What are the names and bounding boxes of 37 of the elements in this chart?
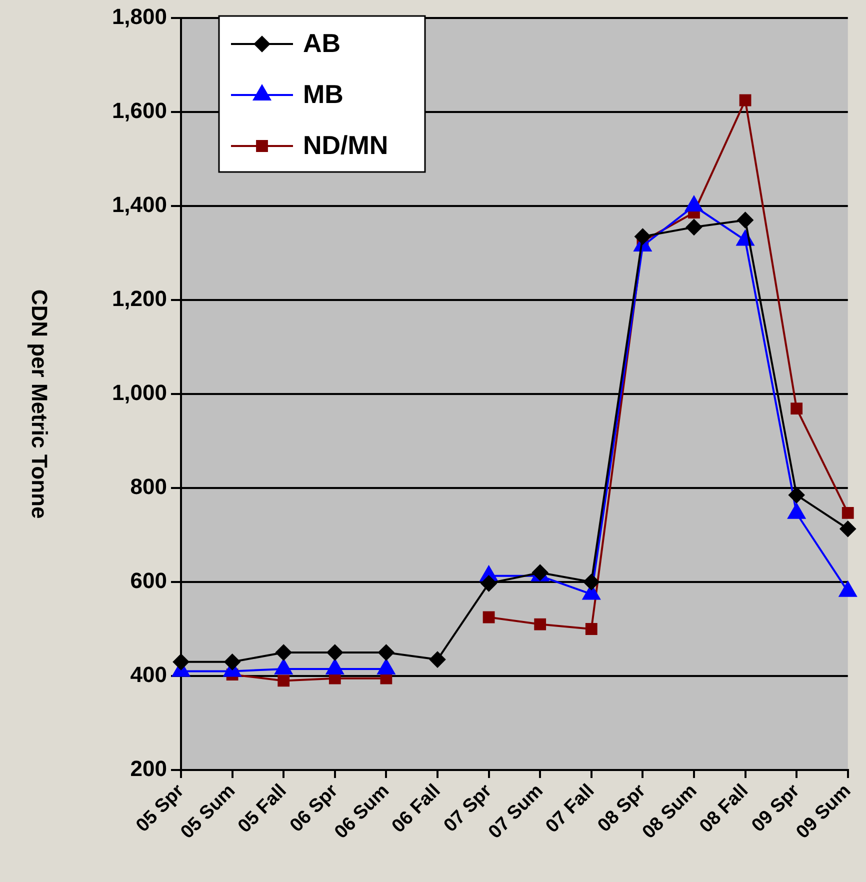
point bbox=[278, 674, 290, 687]
y-tick-label: 1,800 bbox=[112, 4, 167, 30]
point bbox=[585, 623, 598, 635]
y-tick-label: 1,200 bbox=[112, 286, 167, 312]
point bbox=[788, 487, 805, 504]
point bbox=[739, 94, 752, 106]
legend-label: MB bbox=[303, 79, 344, 110]
point bbox=[534, 618, 546, 630]
point bbox=[840, 520, 856, 537]
y-tick-label: 600 bbox=[130, 568, 167, 594]
x-tick-label: 08 Fall bbox=[696, 780, 753, 838]
point bbox=[224, 654, 240, 670]
point bbox=[686, 219, 702, 236]
point bbox=[790, 402, 803, 415]
y-tick-label: 800 bbox=[130, 474, 167, 500]
point bbox=[173, 654, 189, 670]
y-tick-label: 1,000 bbox=[112, 380, 167, 406]
point bbox=[326, 644, 343, 660]
x-tick-label: 05 Fall bbox=[234, 780, 291, 838]
legend-label: AB bbox=[303, 28, 341, 58]
point bbox=[842, 506, 854, 519]
legend-label: ND/MN bbox=[303, 130, 388, 160]
y-tick-label: 400 bbox=[130, 662, 167, 688]
y-axis-title: CDN per Metric Tonne bbox=[26, 289, 52, 519]
y-tick-label: 200 bbox=[130, 756, 167, 782]
point bbox=[378, 644, 394, 660]
point bbox=[583, 574, 600, 590]
y-tick-label: 1,600 bbox=[112, 98, 167, 124]
point bbox=[634, 228, 651, 245]
point bbox=[482, 611, 495, 624]
x-tick-label: 06 Fall bbox=[388, 780, 445, 838]
point bbox=[480, 575, 497, 592]
point bbox=[737, 212, 754, 228]
point bbox=[276, 644, 292, 660]
point bbox=[429, 652, 446, 668]
y-tick-label: 1,400 bbox=[112, 192, 167, 218]
x-tick-label: 07 Fall bbox=[542, 780, 599, 838]
